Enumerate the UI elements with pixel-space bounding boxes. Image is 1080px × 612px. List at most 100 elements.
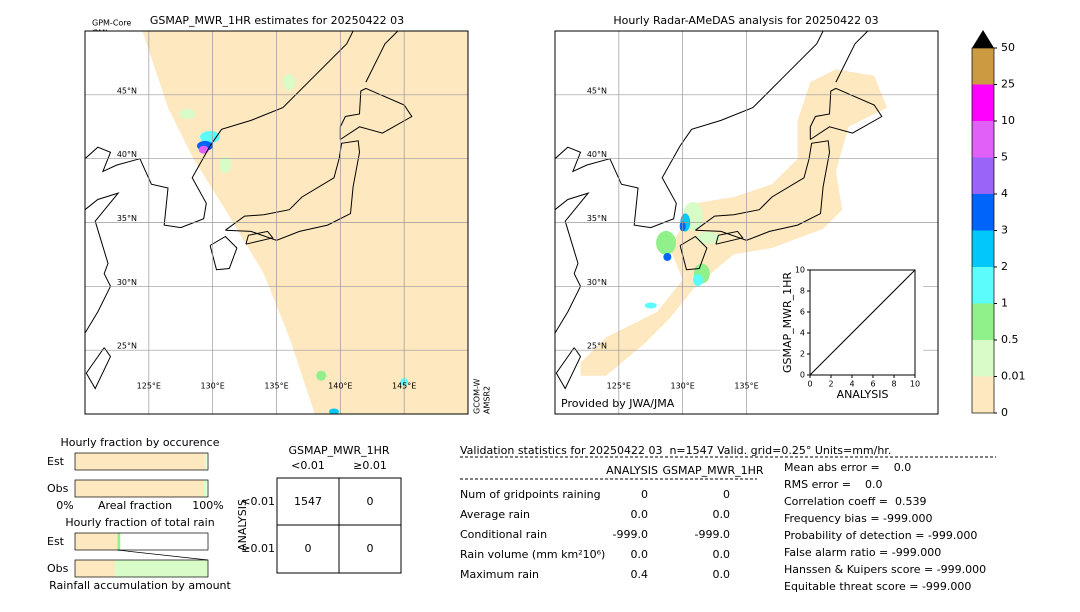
cell: 0: [367, 495, 374, 508]
rain-cell: [696, 231, 721, 244]
y-tick-label: 0: [800, 371, 805, 380]
lat-label: 45°N: [587, 86, 607, 95]
bar-frame: [74, 452, 209, 471]
panel-footer: Rainfall accumulation by amount: [49, 579, 231, 592]
lat-label: 30°N: [117, 278, 137, 287]
right-map: 125°E 130°E 135°E 45°N 40°N 35°N 30°N 25°N Provi…: [554, 30, 939, 415]
y-tick-label: 4: [800, 329, 805, 338]
colorbar-segment: [972, 157, 994, 194]
colorbar-segment: [972, 376, 994, 413]
coastline: [365, 31, 399, 83]
stat-name: Num of gridpoints raining: [460, 488, 601, 501]
fraction-bar: [75, 453, 206, 470]
lat-label: 40°N: [117, 150, 137, 159]
lon-label: 125°E: [607, 382, 631, 391]
colorbar-segment: [972, 267, 994, 304]
lon-label: 135°E: [264, 382, 288, 391]
cell: 0: [305, 542, 312, 555]
rain-cell: [200, 130, 221, 143]
row-label: Obs: [47, 562, 69, 575]
fraction-bar: [75, 533, 118, 550]
stat-value: 0.0: [631, 548, 649, 561]
column-label: <0.01: [291, 459, 325, 472]
colorbar-label: 5: [1001, 151, 1008, 164]
stat-value: -999.0: [695, 528, 730, 541]
cell: 0: [367, 542, 374, 555]
connector: [116, 549, 209, 561]
rain-cell: [283, 74, 296, 91]
table-title: GSMAP_MWR_1HR: [288, 444, 389, 457]
lon-label: 130°E: [671, 382, 695, 391]
colorbar-segment: [972, 84, 994, 121]
row-label: Est: [47, 455, 65, 468]
row-label: <0.01: [241, 495, 275, 508]
coastline: [85, 31, 354, 229]
colorbar: 0 0.01 0.5 1 2 3 4 5 10 25 50: [971, 30, 1026, 419]
colorbar-label: 25: [1001, 78, 1015, 91]
row-label: Est: [47, 535, 65, 548]
stat-name: Average rain: [460, 508, 530, 521]
axis-label: 0%: [56, 499, 73, 512]
row-label: ≥0.01: [241, 542, 275, 555]
stat-name: Conditional rain: [460, 528, 547, 541]
rain-cell: [219, 157, 232, 174]
y-axis-label: GSMAP_MWR_1HR: [781, 272, 794, 373]
credit: Provided by JWA/JMA: [561, 397, 675, 410]
fraction-bar: [75, 560, 115, 577]
fraction-bar: [117, 533, 121, 550]
lon-label: 145°E: [392, 382, 416, 391]
coastline: [209, 235, 238, 271]
inset-frame: [809, 269, 916, 376]
lon-label: 130°E: [201, 382, 225, 391]
colorbar-label: 1: [1001, 297, 1008, 310]
lat-label: 30°N: [587, 278, 607, 287]
colorbar-label: 0.5: [1001, 333, 1019, 346]
map-content: [85, 31, 468, 414]
y-tick-label: 2: [800, 350, 805, 359]
fraction-bar: [204, 480, 207, 497]
stat-value: 0: [641, 488, 648, 501]
colorbar-label: 0.01: [1001, 370, 1026, 383]
stats-header: Validation statistics for 20250422 03 n=…: [460, 444, 891, 457]
colorbar-segment: [972, 230, 994, 267]
rain-cell: [328, 408, 339, 414]
colorbar-segment: [972, 48, 994, 85]
column-label: ≥0.01: [353, 459, 387, 472]
right-map-title: Hourly Radar-AMeDAS analysis for 2025042…: [613, 14, 878, 27]
stat-value: -999.0: [613, 528, 648, 541]
x-tick-label: 8: [891, 380, 896, 389]
axis-label: 100%: [192, 499, 223, 512]
sat-label: GCOM-W: [473, 378, 482, 414]
axis-label: Areal fraction: [98, 499, 172, 512]
score: Equitable threat score = -999.000: [784, 580, 971, 593]
score: Probability of detection = -999.000: [784, 529, 977, 542]
stat-name: Rain volume (mm km²10⁶): [460, 548, 605, 561]
side-label: ANALYSIS: [236, 499, 249, 551]
coastline: [715, 230, 744, 245]
rain-cell: [644, 302, 657, 309]
y-tick-label: 10: [795, 266, 805, 275]
coastline: [809, 87, 883, 140]
y-tick-label: 8: [800, 287, 805, 296]
stat-value: 0.0: [631, 508, 649, 521]
bar-frame: [74, 559, 209, 578]
score: Correlation coeff = 0.539: [784, 495, 926, 508]
colorbar-segment: [972, 340, 994, 377]
bottom-panels: Hourly fraction by occurence Est Obs Hourly…: [47, 436, 996, 593]
lon-label: 140°E: [328, 382, 352, 391]
stat-value: 0.0: [713, 548, 731, 561]
x-tick-label: 4: [849, 380, 854, 389]
left-map-title: GSMAP_MWR_1HR estimates for 20250422 03: [150, 14, 404, 27]
score: Mean abs error = 0.0: [784, 461, 911, 474]
column-label: ANALYSIS: [606, 464, 658, 477]
colorbar-label: 10: [1001, 114, 1015, 127]
cell: 1547: [294, 495, 322, 508]
colorbar-label: 2: [1001, 260, 1008, 273]
colorbar-label: 3: [1001, 224, 1008, 237]
coastline: [555, 31, 824, 229]
fraction-bar: [205, 453, 207, 470]
rain-cell: [663, 252, 672, 261]
x-tick-label: 0: [807, 380, 812, 389]
stat-value: 0: [723, 488, 730, 501]
